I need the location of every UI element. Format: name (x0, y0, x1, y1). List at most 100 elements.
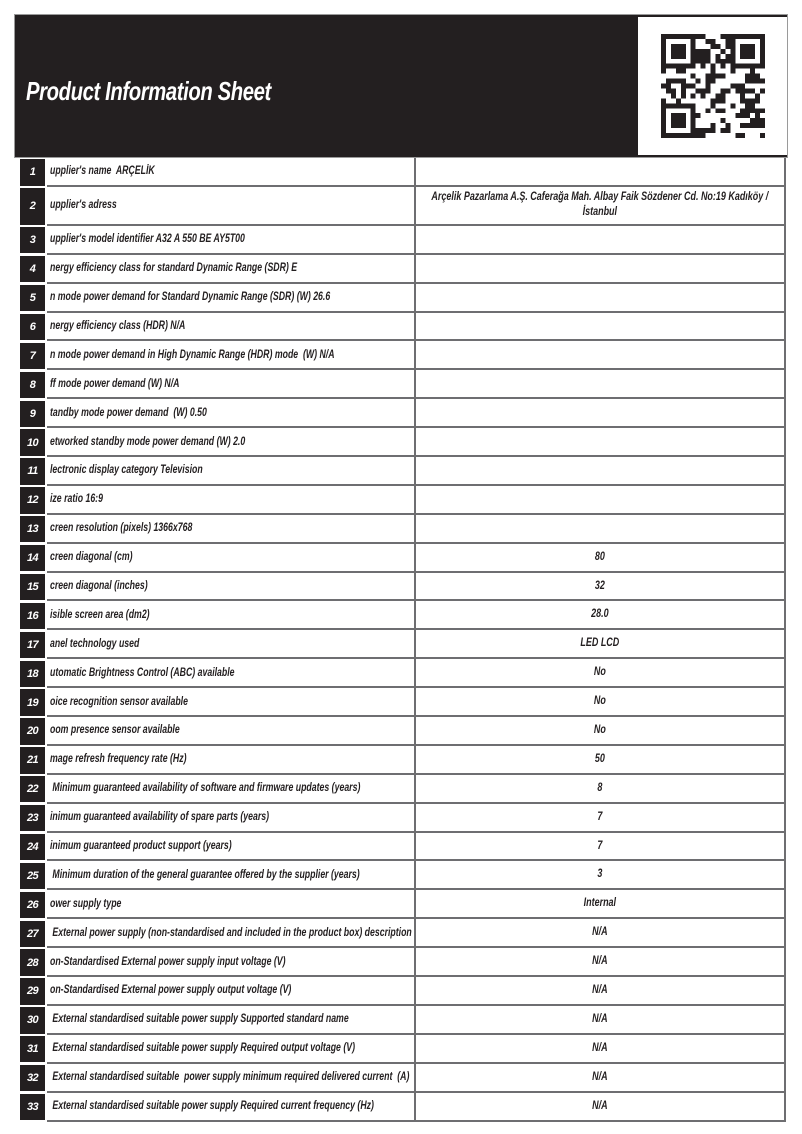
row-label-cell: isible screen area (dm2) (47, 601, 416, 631)
row-number: 24 (20, 833, 45, 861)
row-value: Arçelik Pazarlama A.Ş. Caferağa Mah. Alb… (431, 191, 769, 219)
row-label-cell: creen diagonal (inches) (47, 572, 416, 602)
row-label-cell: ize ratio 16:9 (47, 485, 416, 515)
row-number: 14 (20, 544, 45, 572)
row-label: External standardised suitable power sup… (50, 1042, 355, 1055)
row-label-cell: n mode power demand in High Dynamic Rang… (47, 341, 416, 371)
row-value-cell: Arçelik Pazarlama A.Ş. Caferağa Mah. Alb… (416, 186, 786, 226)
row-label-cell: anel technology used (47, 630, 416, 660)
row-number: 26 (20, 891, 45, 918)
row-number: 15 (20, 573, 45, 601)
row-value: 32 (595, 579, 605, 592)
row-number: 2 (20, 188, 45, 225)
row-number: 13 (20, 516, 45, 543)
row-label: ize ratio 16:9 (50, 493, 103, 506)
row-label-cell: lectronic display category Television (47, 457, 416, 486)
row-value-cell (416, 341, 786, 371)
row-label-cell: on-Standardised External power supply in… (47, 948, 416, 978)
table-row: 9 tandby mode power demand (W) 0.50 (20, 399, 786, 429)
row-label-cell: upplier's name ARÇELİK (47, 158, 416, 187)
table-row: 18 utomatic Brightness Control (ABC) ava… (20, 659, 786, 689)
row-number: 30 (20, 1007, 45, 1034)
row-value-cell: 80 (416, 543, 786, 573)
row-number: 12 (20, 487, 45, 514)
table-row: 28 on-Standardised External power supply… (20, 948, 786, 978)
row-label: ower supply type (50, 897, 122, 910)
row-value-cell: 7 (416, 803, 786, 833)
row-label: on-Standardised External power supply in… (50, 955, 286, 968)
row-value-cell: 8 (416, 774, 786, 804)
row-label-cell: upplier's adress (47, 186, 416, 226)
row-value-cell (416, 312, 786, 342)
row-value: 7 (597, 839, 603, 852)
row-label-cell: n mode power demand for Standard Dynamic… (47, 283, 416, 313)
row-number: 6 (20, 313, 45, 341)
row-value-cell: No (416, 688, 786, 718)
row-label-cell: etworked standby mode power demand (W) 2… (47, 428, 416, 458)
row-number: 18 (20, 660, 45, 687)
row-number: 5 (20, 284, 45, 312)
page-title: Product Information Sheet (26, 76, 271, 106)
row-label: External standardised suitable power sup… (50, 1071, 410, 1084)
row-value-cell (416, 428, 786, 458)
table-row: 12 ize ratio 16:9 (20, 485, 786, 515)
table-row: 2 upplier's adress Arçelik Pazarlama A.Ş… (20, 186, 786, 226)
row-label-cell: nergy efficiency class (HDR) N/A (47, 312, 416, 342)
row-number: 11 (20, 458, 45, 485)
table-row: 1 upplier's name ARÇELİK (20, 158, 786, 187)
row-number: 3 (20, 227, 45, 254)
row-number: 21 (20, 747, 45, 774)
row-value: 7 (597, 810, 603, 823)
row-label-cell: upplier's model identifier A32 A 550 BE … (47, 225, 416, 255)
row-label-cell: Minimum guaranteed availability of softw… (47, 774, 416, 804)
table-row: 17 anel technology used LED LCD (20, 630, 786, 660)
table-row: 6 nergy efficiency class (HDR) N/A (20, 312, 786, 342)
row-value: 3 (597, 868, 603, 881)
row-label: External standardised suitable power sup… (50, 1100, 374, 1113)
row-value-cell: 3 (416, 861, 786, 891)
row-value: N/A (592, 1012, 608, 1025)
table-row: 22 Minimum guaranteed availability of so… (20, 774, 786, 804)
row-label: isible screen area (dm2) (50, 608, 150, 621)
row-label: oom presence sensor available (50, 724, 180, 737)
row-label: n mode power demand in High Dynamic Rang… (50, 348, 335, 361)
row-number: 25 (20, 862, 45, 890)
row-value: N/A (592, 1099, 608, 1112)
row-label: upplier's adress (50, 199, 117, 212)
table-row: 13 creen resolution (pixels) 1366x768 (20, 514, 786, 544)
table-row: 30 External standardised suitable power … (20, 1005, 786, 1035)
table-row: 19 oice recognition sensor available No (20, 688, 786, 718)
row-value-cell: 7 (416, 832, 786, 862)
row-value-cell: N/A (416, 1034, 786, 1064)
row-value-cell (416, 370, 786, 400)
row-number: 1 (20, 159, 45, 186)
row-number: 31 (20, 1036, 45, 1063)
row-label: creen diagonal (cm) (50, 551, 133, 564)
table-row: 4 nergy efficiency class for standard Dy… (20, 254, 786, 284)
row-value: N/A (592, 1041, 608, 1054)
row-label: mage refresh frequency rate (Hz) (50, 753, 187, 766)
table-row: 20 oom presence sensor available No (20, 717, 786, 746)
row-label-cell: tandby mode power demand (W) 0.50 (47, 399, 416, 429)
row-value: LED LCD (580, 637, 620, 650)
row-value-cell: N/A (416, 1092, 786, 1122)
row-number: 9 (20, 400, 45, 427)
row-label: nergy efficiency class (HDR) N/A (50, 320, 186, 332)
row-label: nergy efficiency class for standard Dyna… (50, 262, 298, 275)
row-number: 17 (20, 631, 45, 658)
table-row: 21 mage refresh frequency rate (Hz) 50 (20, 745, 786, 775)
row-number: 20 (20, 718, 45, 745)
row-number: 8 (20, 371, 45, 398)
row-value-cell: N/A (416, 1005, 786, 1035)
row-label: etworked standby mode power demand (W) 2… (50, 435, 246, 448)
row-label: on-Standardised External power supply ou… (50, 984, 292, 997)
row-label: tandby mode power demand (W) 0.50 (50, 406, 207, 419)
table-row: 11 lectronic display category Television (20, 457, 786, 486)
row-label-cell: External standardised suitable power sup… (47, 1034, 416, 1064)
row-value: N/A (592, 984, 608, 997)
qr-code-icon (660, 34, 765, 138)
row-label: inimum guaranteed availability of spare … (50, 811, 270, 824)
row-label-cell: oom presence sensor available (47, 717, 416, 746)
row-label-cell: oice recognition sensor available (47, 688, 416, 718)
row-value: No (594, 666, 606, 679)
